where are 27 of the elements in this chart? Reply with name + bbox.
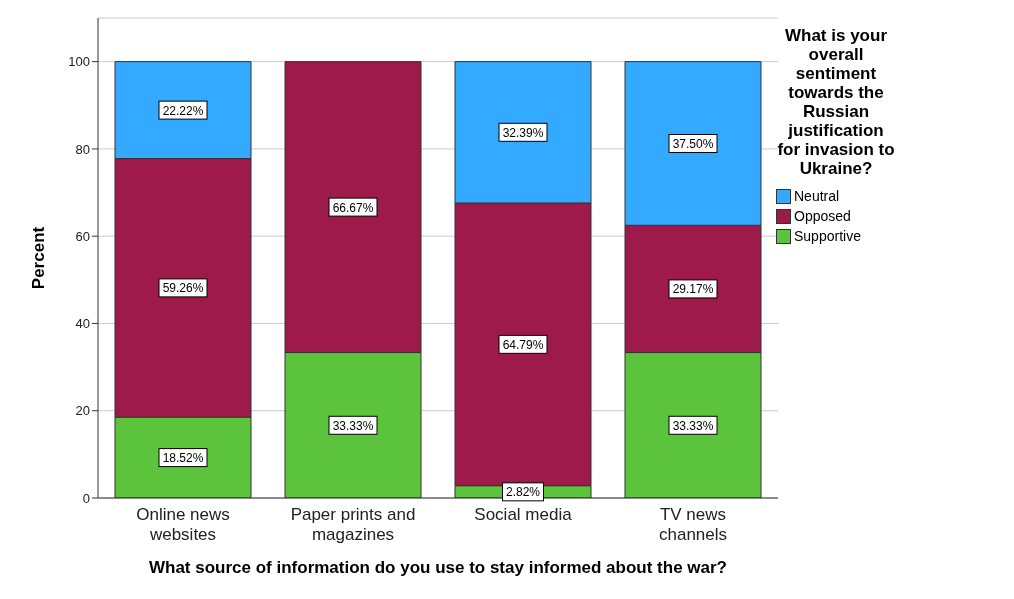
data-label: 32.39% bbox=[502, 125, 544, 140]
legend-label: Opposed bbox=[794, 208, 851, 224]
x-tick-label: Online news websites bbox=[136, 505, 230, 544]
data-label: 33.33% bbox=[332, 418, 374, 433]
x-tick-label: Social media bbox=[474, 505, 573, 524]
data-label: 29.17% bbox=[672, 282, 714, 297]
y-tick-label: 0 bbox=[82, 490, 90, 506]
y-axis-title: Percent bbox=[29, 226, 49, 290]
y-tick-label: 80 bbox=[75, 141, 90, 157]
data-label: 59.26% bbox=[162, 281, 204, 296]
legend-title: What is your overall sentiment towards the Russian justification for invasion to Ukraine? bbox=[776, 26, 896, 178]
data-label: 64.79% bbox=[502, 337, 544, 352]
data-label: 2.82% bbox=[505, 485, 541, 500]
y-tick-label: 100 bbox=[68, 54, 90, 70]
data-label: 37.50% bbox=[672, 136, 714, 151]
x-tick-label: TV news channels bbox=[658, 505, 728, 544]
data-label: 18.52% bbox=[162, 451, 204, 466]
data-label: 33.33% bbox=[672, 418, 714, 433]
legend-label: Supportive bbox=[794, 228, 861, 244]
data-label: 66.67% bbox=[332, 200, 374, 215]
x-tick-label: Paper prints and magazines bbox=[290, 505, 416, 544]
y-tick-label: 20 bbox=[75, 403, 90, 419]
y-tick-label: 60 bbox=[75, 228, 90, 244]
y-tick-label: 40 bbox=[75, 316, 90, 332]
x-axis-title: What source of information do you use to stay informed about the war? bbox=[148, 558, 728, 577]
legend-label: Neutral bbox=[794, 188, 840, 204]
data-label: 22.22% bbox=[162, 103, 204, 118]
